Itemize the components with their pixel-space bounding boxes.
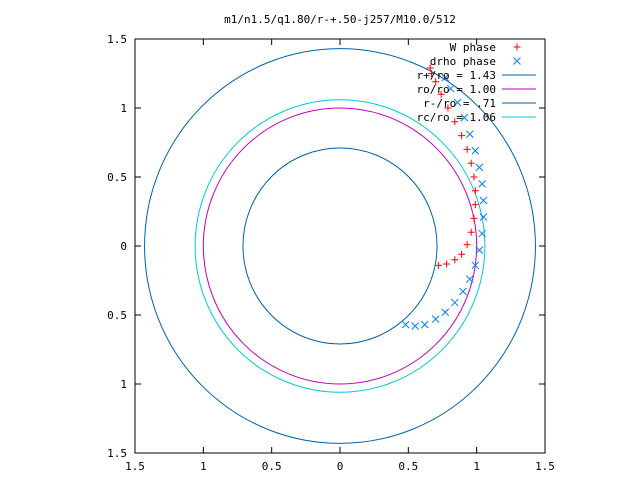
data-point bbox=[467, 228, 475, 236]
x-tick-label: 1 bbox=[200, 460, 207, 473]
circle-curve bbox=[194, 99, 486, 393]
y-tick-label: 0.5 bbox=[107, 171, 127, 184]
data-point bbox=[479, 213, 488, 221]
data-point bbox=[471, 146, 480, 155]
data-point bbox=[420, 320, 429, 329]
data-point bbox=[441, 308, 450, 317]
data-point bbox=[437, 90, 445, 98]
data-point bbox=[479, 196, 488, 205]
data-point bbox=[458, 132, 466, 140]
data-point bbox=[470, 214, 478, 222]
series-cross bbox=[401, 73, 488, 330]
data-point bbox=[443, 260, 451, 268]
circle-curve bbox=[242, 147, 438, 345]
data-point bbox=[453, 98, 462, 107]
x-tick-label: 1.5 bbox=[125, 460, 145, 473]
x-tick-label: 0.5 bbox=[262, 460, 282, 473]
legend-label: ro/ro = 1.00 bbox=[417, 83, 496, 96]
y-tick-label: 0 bbox=[120, 240, 127, 253]
legend-marker bbox=[513, 57, 521, 65]
data-point bbox=[467, 159, 475, 167]
series-plus bbox=[426, 64, 479, 269]
axis-ticks: 1.5 1 0.5 0 0.5 1 1.51.510.500.511.5 bbox=[107, 33, 555, 473]
data-point bbox=[446, 84, 455, 93]
circle-curve bbox=[202, 107, 478, 385]
data-point bbox=[426, 64, 434, 72]
data-point bbox=[471, 261, 480, 270]
data-point bbox=[451, 256, 459, 264]
data-point bbox=[451, 118, 459, 126]
data-point bbox=[458, 250, 466, 258]
legend-marker bbox=[513, 43, 521, 51]
data-point bbox=[471, 201, 479, 209]
data-point bbox=[444, 104, 452, 112]
data-point bbox=[441, 73, 450, 82]
circle-curve bbox=[144, 48, 536, 444]
data-point bbox=[450, 298, 459, 307]
x-tick-label: 0.5 bbox=[398, 460, 418, 473]
data-point bbox=[463, 145, 471, 153]
data-point bbox=[460, 113, 469, 122]
x-tick-label: 0 bbox=[337, 460, 344, 473]
data-point bbox=[478, 229, 486, 238]
chart-title: m1/n1.5/q1.80/r-+.50-j257/M10.0/512 bbox=[224, 13, 456, 26]
data-point bbox=[475, 163, 484, 172]
plot-area bbox=[144, 48, 536, 444]
y-tick-label: 1.5 bbox=[107, 33, 127, 46]
x-tick-label: 1 bbox=[473, 460, 480, 473]
data-point bbox=[478, 180, 486, 188]
data-point bbox=[465, 130, 474, 139]
legend-label: r-/ro = .71 bbox=[423, 97, 496, 110]
data-point bbox=[465, 275, 474, 283]
data-point bbox=[463, 241, 471, 249]
data-point bbox=[434, 261, 442, 269]
data-point bbox=[401, 320, 410, 329]
x-tick-label: 1.5 bbox=[535, 460, 555, 473]
data-point bbox=[432, 78, 440, 86]
y-tick-label: 1 bbox=[120, 102, 127, 115]
data-point bbox=[470, 173, 478, 181]
y-tick-label: 0.5 bbox=[107, 309, 127, 322]
data-point bbox=[471, 187, 479, 195]
y-tick-label: 1.5 bbox=[107, 447, 127, 460]
legend-label: W phase bbox=[450, 41, 496, 54]
y-tick-label: 1 bbox=[120, 378, 127, 391]
data-point bbox=[428, 70, 436, 77]
data-point bbox=[459, 287, 467, 296]
legend-label: r+/ro = 1.43 bbox=[417, 69, 496, 82]
data-point bbox=[475, 246, 484, 254]
data-point bbox=[411, 322, 420, 330]
legend-label: drho phase bbox=[430, 55, 496, 68]
legend-label: rc/ro = 1.06 bbox=[417, 111, 496, 124]
data-point bbox=[431, 315, 440, 323]
